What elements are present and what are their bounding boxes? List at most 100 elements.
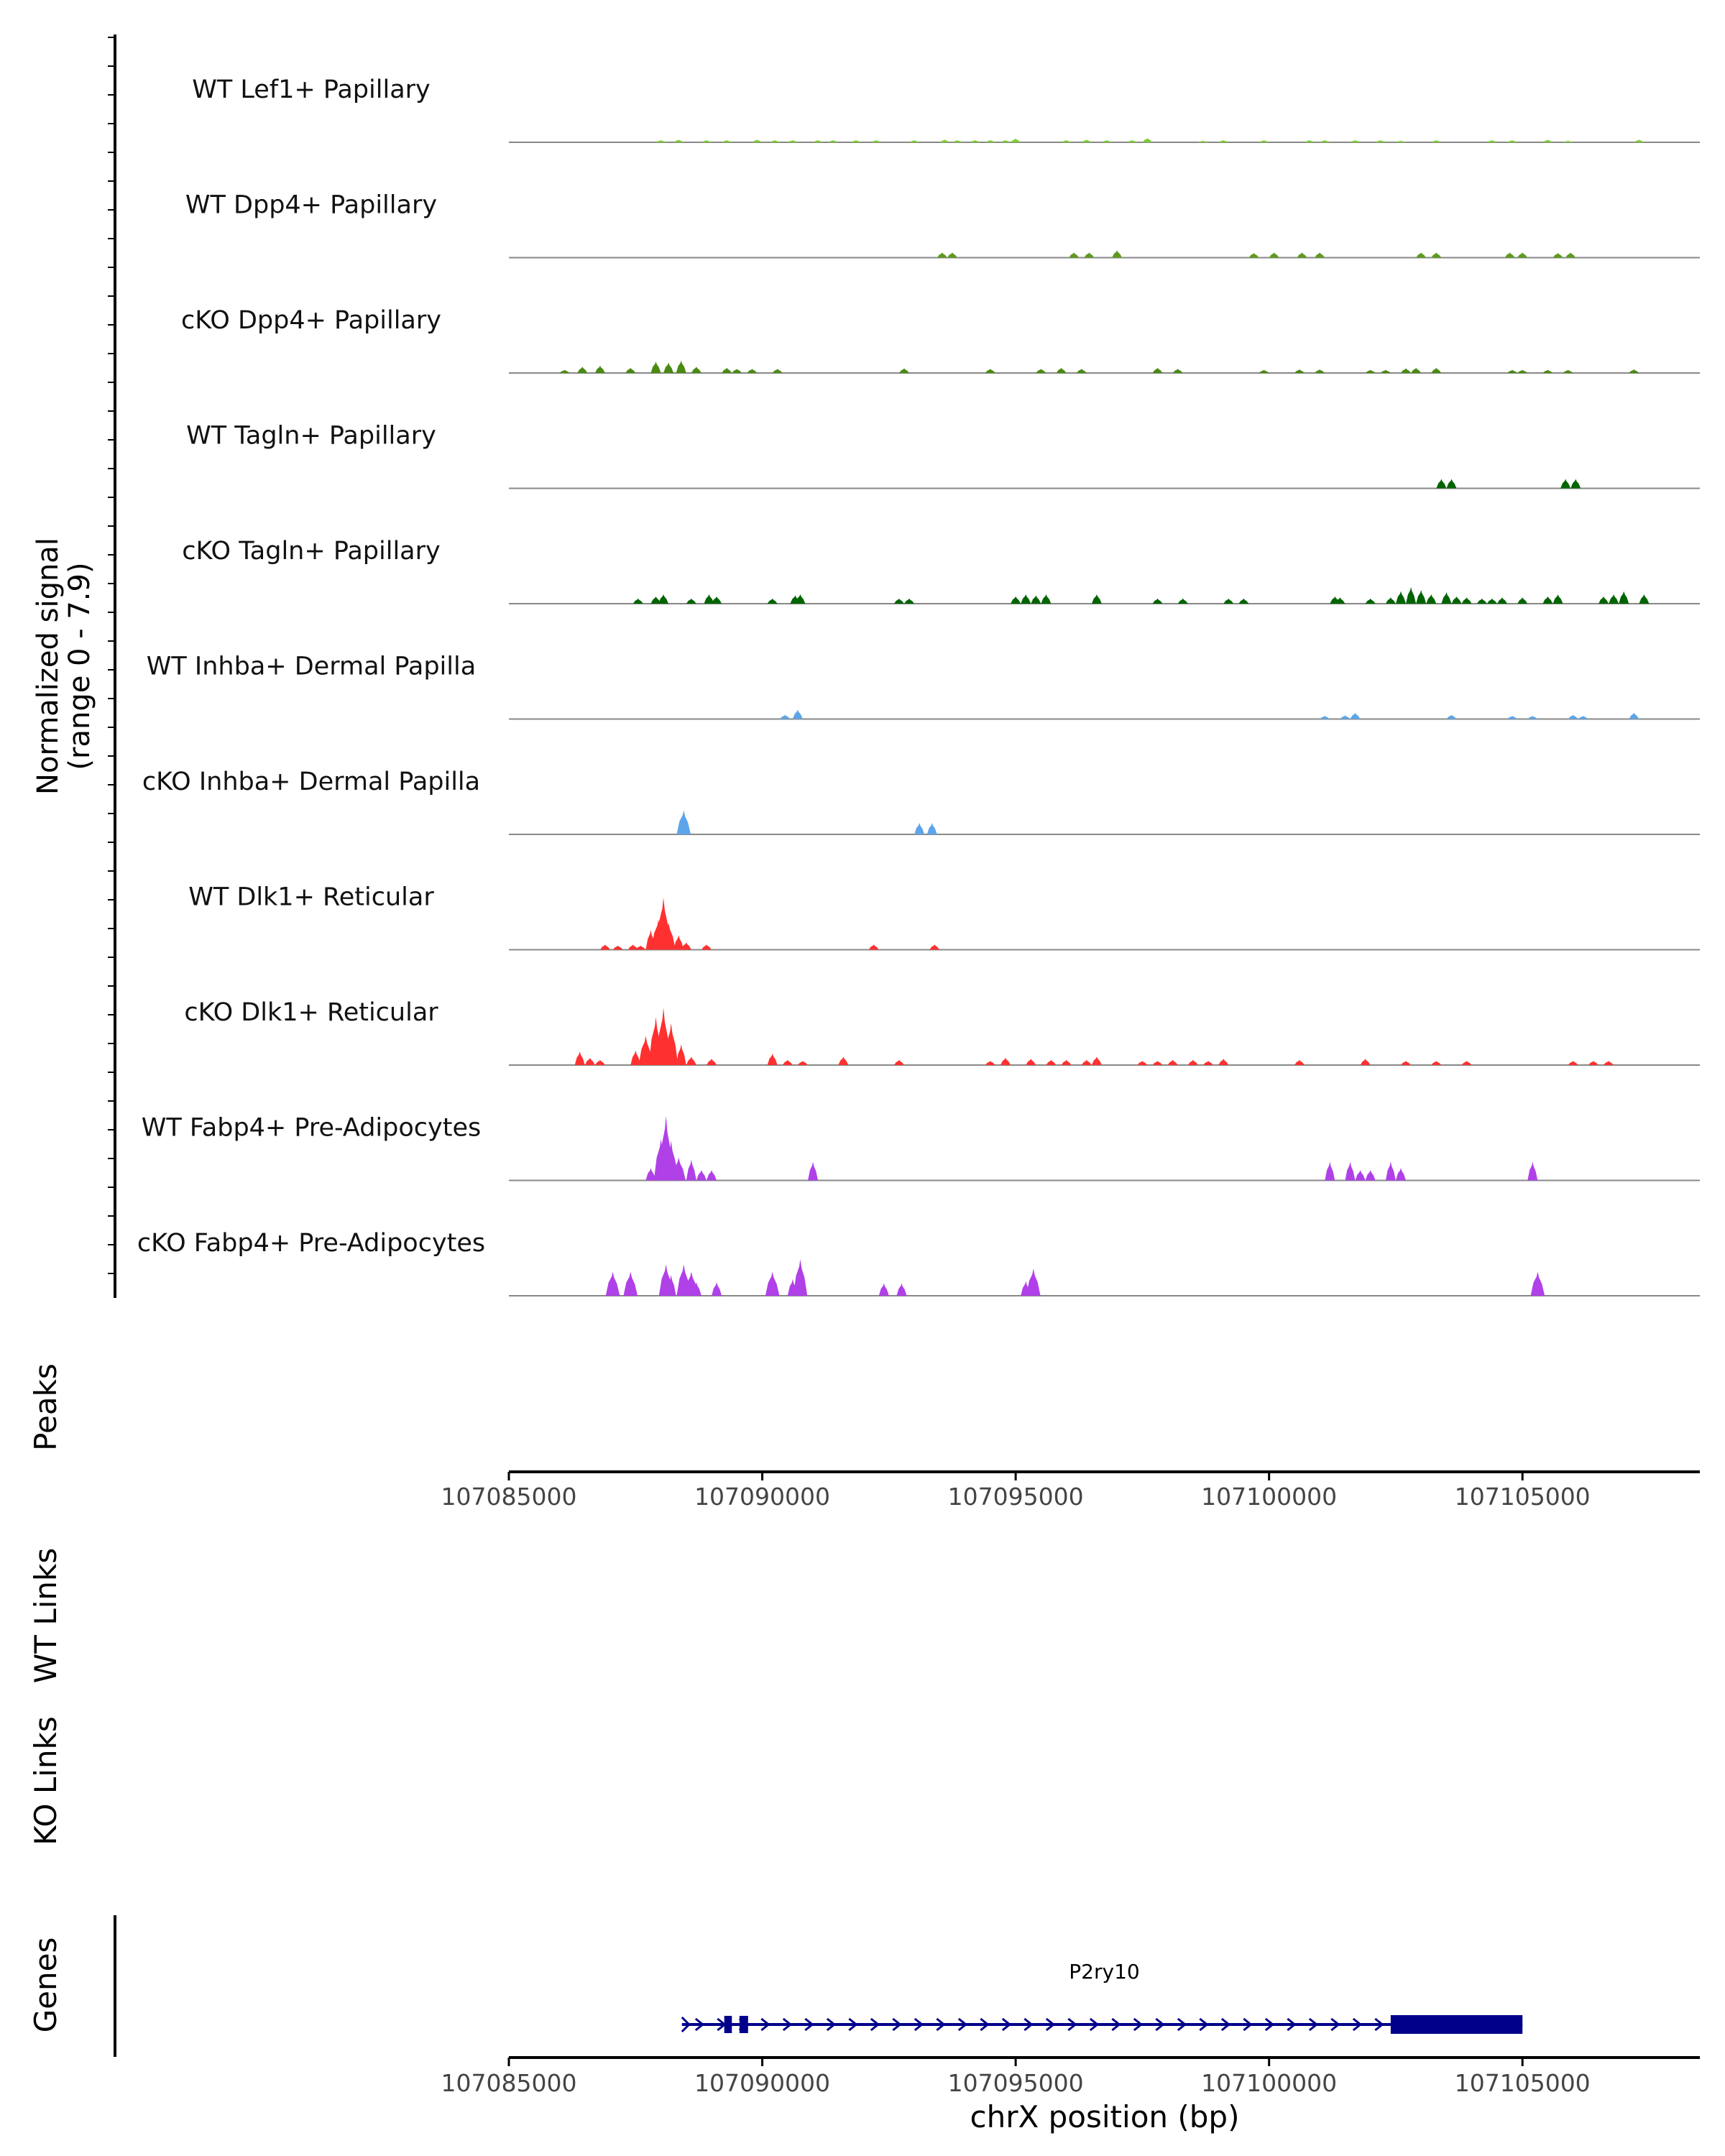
strand-arrow-icon	[1089, 2017, 1100, 2032]
signal-peak	[1350, 712, 1361, 719]
signal-peak	[1507, 140, 1518, 142]
signal-peak	[701, 944, 712, 950]
signal-peak	[686, 1159, 696, 1181]
signal-peak	[1431, 1061, 1442, 1065]
signal-peak	[1320, 140, 1330, 142]
signal-peak	[1297, 252, 1307, 258]
signal-peak	[1426, 594, 1437, 604]
signal-peak	[673, 935, 684, 950]
strand-arrow-icon	[1264, 2017, 1275, 2032]
signal-peak	[1436, 479, 1447, 489]
strand-arrow-icon	[936, 2017, 946, 2032]
signal-peak	[666, 1275, 676, 1296]
signal-peak	[1203, 1061, 1214, 1065]
signal-peak	[1011, 138, 1021, 142]
signal-peak	[671, 1157, 686, 1181]
signal-peak	[1177, 598, 1188, 604]
signal-peak	[1365, 1170, 1376, 1181]
signal-peak	[1046, 1059, 1057, 1065]
signal-peak	[1076, 369, 1087, 373]
signal-peak	[701, 140, 712, 142]
track-label: WT Dlk1+ Reticular	[188, 883, 434, 912]
signal-peak	[939, 139, 950, 142]
track-label: cKO Dlk1+ Reticular	[184, 998, 438, 1027]
signal-peak	[605, 1271, 620, 1296]
signal-peak	[1568, 714, 1578, 719]
x-tick-label: 107100000	[1201, 2069, 1337, 2097]
signal-peak	[630, 1050, 641, 1065]
signal-peak	[594, 1059, 605, 1065]
strand-arrow-icon	[1220, 2017, 1231, 2032]
signal-peak	[1486, 140, 1497, 142]
signal-peak	[707, 1059, 717, 1065]
signal-peak	[1461, 1061, 1472, 1065]
signal-peak	[1036, 369, 1046, 373]
x-tick-label: 107105000	[1455, 2069, 1591, 2097]
signal-peak	[712, 1282, 722, 1296]
x-tick-label: 107100000	[1201, 1483, 1337, 1511]
wt-links-track-label: WT Links	[28, 1548, 63, 1683]
strand-arrow-icon	[1024, 2017, 1034, 2032]
signal-peak	[926, 823, 937, 834]
signal-peak	[704, 594, 714, 604]
signal-peak	[1441, 592, 1452, 604]
x-tick-label: 107090000	[694, 1483, 830, 1511]
gene-exon	[739, 2016, 748, 2033]
signal-peak	[1355, 1170, 1366, 1181]
signal-peak	[1507, 716, 1518, 719]
signal-peak	[795, 594, 806, 604]
track-label: cKO Fabp4+ Pre-Adipocytes	[137, 1229, 485, 1258]
signal-peak	[1598, 596, 1609, 604]
strand-arrow-icon	[1330, 2017, 1340, 2032]
signal-peak	[663, 362, 674, 373]
track-wt-dpp4-papillary: WT Dpp4+ Papillary	[185, 191, 1700, 259]
signal-peak	[1634, 139, 1644, 142]
strand-arrow-icon	[804, 2017, 814, 2032]
signal-peak	[1026, 1059, 1036, 1065]
signal-peak	[1461, 597, 1472, 604]
signal-peak	[1248, 252, 1259, 258]
signal-peak	[947, 252, 957, 258]
signal-peak	[1406, 586, 1417, 604]
strand-arrow-icon	[760, 2017, 770, 2032]
strand-arrow-icon	[1155, 2017, 1165, 2032]
signal-peak	[686, 1056, 696, 1065]
track-wt-inhba-dermal-papilla: WT Inhba+ Dermal Papilla	[147, 653, 1700, 720]
signal-peak	[1563, 369, 1573, 373]
signal-peak	[770, 140, 781, 142]
signal-peak	[676, 810, 691, 834]
signal-peak	[1011, 596, 1021, 604]
signal-peak	[752, 139, 763, 142]
signal-peak	[1507, 369, 1518, 373]
x-axis-title: chrX position (bp)	[970, 2099, 1240, 2134]
signal-peak	[896, 1283, 907, 1296]
signal-peak	[1530, 1271, 1545, 1296]
signal-peak	[650, 361, 661, 373]
x-axis-bottom: 107085000 107090000 107095000 107100000 1071…	[441, 2056, 1700, 2097]
signal-peak	[1365, 369, 1376, 373]
signal-peak	[1041, 594, 1052, 604]
signal-peak	[1578, 716, 1588, 719]
gene-track: P2ry10	[681, 1960, 1523, 2034]
signal-peak	[1570, 479, 1581, 489]
signal-peak	[767, 598, 778, 604]
signal-peak	[1335, 597, 1346, 604]
signal-peak	[1223, 598, 1234, 604]
signal-peak	[712, 596, 722, 604]
signal-peak	[1476, 598, 1487, 604]
signal-peak	[1218, 140, 1229, 142]
track-label: WT Dpp4+ Papillary	[185, 191, 437, 220]
signal-peak	[1588, 1061, 1598, 1065]
signal-peak	[1238, 598, 1249, 604]
signal-peak	[797, 1061, 808, 1065]
gene-name: P2ry10	[1069, 1960, 1139, 1984]
signal-peak	[793, 1259, 808, 1296]
signal-peak	[1000, 140, 1011, 142]
signal-peak	[929, 944, 940, 950]
signal-peak	[1152, 367, 1163, 373]
signal-peak	[1542, 139, 1553, 142]
signal-peak	[1527, 716, 1538, 719]
signal-peak	[1395, 140, 1406, 142]
signal-peak	[1552, 252, 1563, 258]
strand-arrow-icon	[694, 2017, 705, 2032]
